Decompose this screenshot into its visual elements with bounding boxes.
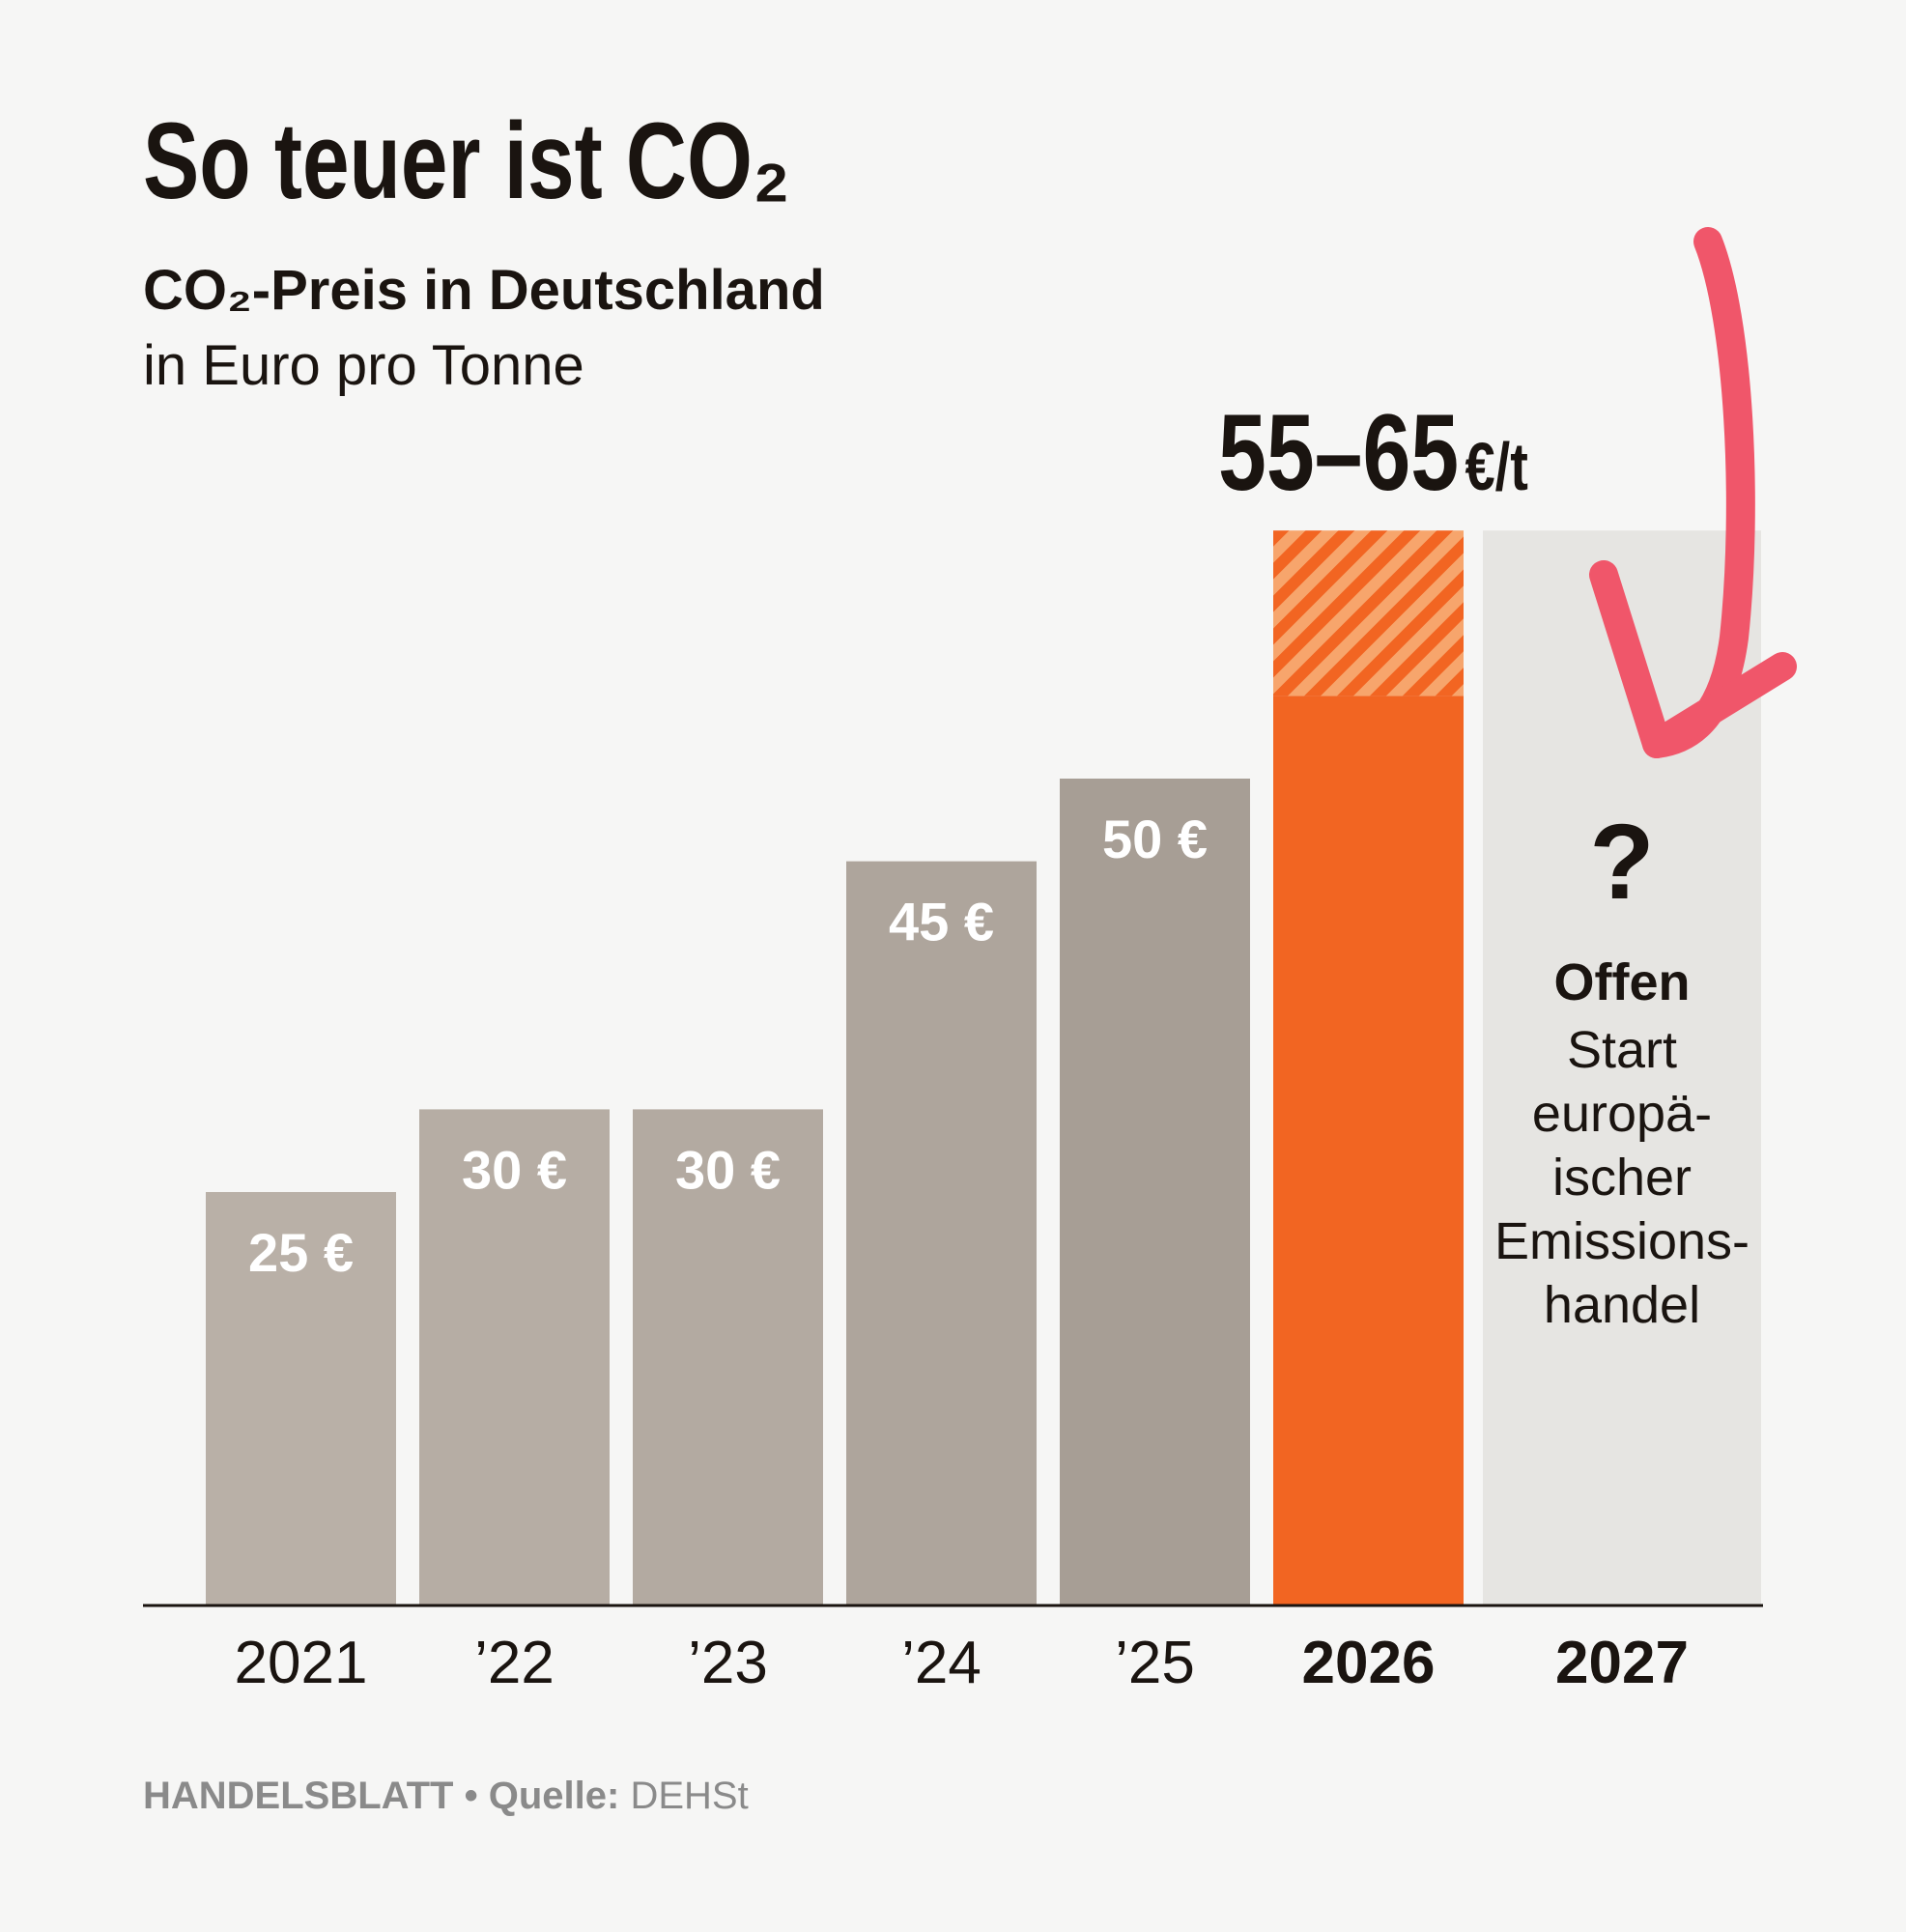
bar	[1060, 779, 1250, 1605]
x-tick-label: ’22	[474, 1630, 555, 1696]
open-mark: ?	[1589, 803, 1654, 922]
open-line: ischer	[1552, 1149, 1692, 1207]
bar	[1273, 696, 1464, 1605]
x-tick-label: 2021	[235, 1630, 368, 1696]
plot-area: 25 € 30 € 30 € 45 € 50 € 55–65€/t? Offen Start e…	[143, 393, 1763, 1696]
annotation-arrowhead	[1589, 560, 1797, 758]
footer: HANDELSBLATT • Quelle: DEHSt	[143, 1775, 749, 1817]
open-line: Start	[1567, 1021, 1677, 1079]
chart-title: So teuer ist CO₂	[143, 101, 790, 222]
footer-brand: HANDELSBLATT	[143, 1775, 453, 1817]
open-line: Emissions-	[1494, 1212, 1750, 1270]
x-tick-label: ’24	[901, 1630, 981, 1696]
value-label: 50 €	[1102, 809, 1208, 869]
bar	[846, 861, 1037, 1605]
range-segment	[1273, 530, 1464, 696]
bar	[419, 1109, 610, 1605]
x-tick-label: ’23	[688, 1630, 768, 1696]
open-heading: Offen	[1554, 953, 1691, 1011]
range-unit: €/t	[1465, 430, 1528, 504]
value-label: 30 €	[462, 1139, 567, 1200]
value-label: 30 €	[675, 1139, 781, 1200]
chart-subtitle: CO₂-Preis in Deutschland	[143, 259, 825, 322]
footer-source-label: Quelle:	[489, 1775, 620, 1817]
x-tick-label: ’25	[1115, 1630, 1195, 1696]
bar	[633, 1109, 823, 1605]
range-value: 55–65	[1218, 393, 1459, 514]
open-line: europä-	[1532, 1085, 1712, 1143]
unit-note: in Euro pro Tonne	[143, 334, 584, 397]
x-tick-label: 2026	[1302, 1630, 1436, 1696]
footer-separator: •	[465, 1775, 478, 1817]
x-tick-label: 2027	[1555, 1630, 1689, 1696]
open-line: handel	[1544, 1276, 1700, 1334]
value-label: 45 €	[889, 892, 994, 952]
range-label: 55–65€/t	[1218, 393, 1528, 514]
footer-source: DEHSt	[630, 1775, 748, 1817]
bar	[206, 1192, 396, 1605]
value-label: 25 €	[248, 1222, 354, 1283]
